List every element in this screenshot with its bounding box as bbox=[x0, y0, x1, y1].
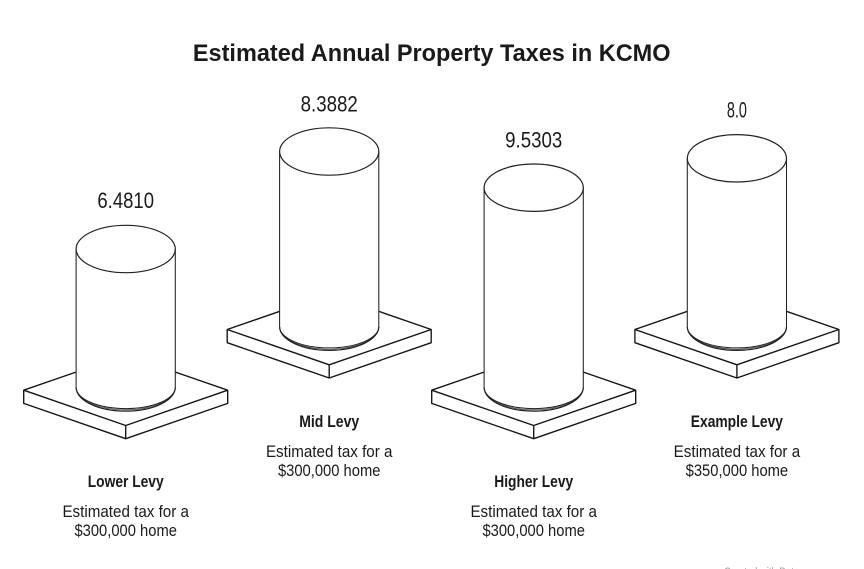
svg-text:Mid Levy: Mid Levy bbox=[299, 412, 360, 431]
svg-text:$300,000 home: $300,000 home bbox=[74, 521, 177, 540]
svg-text:Higher Levy: Higher Levy bbox=[494, 472, 573, 491]
svg-text:Estimated tax for a: Estimated tax for a bbox=[62, 502, 189, 521]
svg-text:Estimated tax for a: Estimated tax for a bbox=[266, 442, 393, 461]
svg-text:$300,000 home: $300,000 home bbox=[278, 461, 381, 480]
svg-text:8.0: 8.0 bbox=[727, 97, 747, 122]
svg-text:Created with Datawrapper: Created with Datawrapper bbox=[724, 566, 833, 569]
svg-text:Lower Levy: Lower Levy bbox=[88, 472, 164, 491]
svg-text:9.5303: 9.5303 bbox=[505, 128, 562, 153]
svg-text:$350,000 home: $350,000 home bbox=[686, 461, 789, 480]
svg-text:$300,000 home: $300,000 home bbox=[482, 521, 585, 540]
svg-text:Estimated tax for a: Estimated tax for a bbox=[674, 442, 801, 461]
svg-text:Example Levy: Example Levy bbox=[691, 412, 784, 431]
svg-text:6.4810: 6.4810 bbox=[97, 188, 154, 213]
svg-text:8.3882: 8.3882 bbox=[301, 91, 358, 116]
svg-text:Estimated tax for a: Estimated tax for a bbox=[470, 502, 597, 521]
svg-text:Estimated Annual Property Taxe: Estimated Annual Property Taxes in KCMO bbox=[193, 40, 671, 67]
